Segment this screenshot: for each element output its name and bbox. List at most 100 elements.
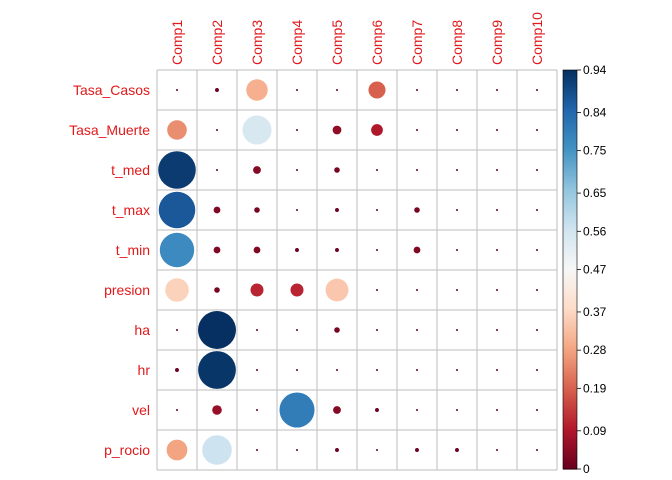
colorbar-segment — [563, 449, 577, 452]
cell-circle-presion-Comp7 — [416, 289, 418, 291]
cell-circle-Tasa_Casos-Comp5 — [336, 89, 338, 91]
cell-circle-ha-Comp10 — [536, 329, 538, 331]
cell-circle-t_med-Comp5 — [334, 167, 340, 173]
colorbar-segment — [563, 311, 577, 314]
colorbar-segment — [563, 70, 577, 73]
colorbar-segment — [563, 429, 577, 432]
cell-circle-p_rocio-Comp1 — [166, 439, 188, 461]
cell-circle-ha-Comp5 — [334, 327, 340, 333]
colorbar-segment — [563, 339, 577, 342]
cell-circle-t_max-Comp2 — [213, 206, 221, 214]
colorbar-segment — [563, 439, 577, 442]
colorbar-segment — [563, 93, 577, 97]
colorbar-segment — [563, 267, 577, 271]
column-label: Comp4 — [289, 20, 305, 65]
cell-circle-t_min-Comp5 — [335, 248, 339, 252]
cell-circle-Tasa_Casos-Comp10 — [536, 89, 538, 91]
colorbar-segment — [563, 191, 577, 195]
colorbar-segment — [563, 251, 577, 255]
colorbar-segment — [563, 355, 577, 358]
colorbar-segment — [563, 363, 577, 366]
colorbar-segment — [563, 305, 577, 309]
colorbar-segment — [563, 151, 577, 155]
cell-circle-t_max-Comp10 — [536, 209, 538, 211]
colorbar-segment — [563, 385, 577, 388]
colorbar: 0.94 0.84 0.75 0.65 0.56 0.47 0.37 0.28 0.19 0.09… — [562, 63, 607, 476]
colorbar-segment — [563, 451, 577, 454]
colorbar-segment — [563, 409, 577, 412]
colorbar-segment — [563, 111, 577, 115]
colorbar-segment — [563, 131, 577, 135]
colorbar-segment — [563, 75, 577, 79]
colorbar-segment — [563, 297, 577, 301]
colorbar-tick-label: 0.75 — [583, 144, 607, 158]
colorbar-segment — [563, 185, 577, 189]
cell-circle-hr-Comp8 — [456, 369, 458, 371]
colorbar-segment — [563, 167, 577, 171]
colorbar-segment — [563, 87, 577, 91]
colorbar-segment — [563, 403, 577, 406]
column-label: Comp9 — [489, 20, 505, 65]
colorbar-segment — [563, 443, 577, 446]
colorbar-segment — [563, 219, 577, 223]
cell-circle-t_max-Comp4 — [296, 209, 298, 211]
colorbar-segment — [563, 431, 577, 434]
cell-circle-t_min-Comp3 — [253, 246, 261, 254]
colorbar-segment — [563, 145, 577, 149]
colorbar-segment — [563, 285, 577, 289]
colorbar-segment — [563, 237, 577, 241]
column-label: Comp1 — [169, 20, 185, 65]
cell-circle-presion-Comp8 — [456, 289, 458, 291]
colorbar-segment — [563, 393, 577, 396]
colorbar-segment — [563, 165, 577, 169]
colorbar-tick-label: 0.84 — [583, 105, 607, 119]
colorbar-segment — [563, 201, 577, 205]
colorbar-segment — [563, 213, 577, 217]
colorbar-segment — [563, 323, 577, 326]
cell-circle-hr-Comp3 — [256, 369, 258, 371]
colorbar-segment — [563, 113, 577, 117]
cell-circle-vel-Comp7 — [416, 409, 418, 411]
colorbar-segment — [563, 163, 577, 167]
cell-circle-hr-Comp9 — [496, 369, 498, 371]
colorbar-segment — [563, 319, 577, 322]
cell-circle-hr-Comp1 — [175, 368, 179, 372]
colorbar-segment — [563, 371, 577, 374]
column-label: Comp2 — [209, 20, 225, 65]
colorbar-segment — [563, 169, 577, 173]
colorbar-segment — [563, 103, 577, 107]
row-label: t_max — [112, 202, 150, 218]
grid — [156, 69, 558, 471]
row-label: p_rocio — [104, 442, 150, 458]
cell-circle-Tasa_Casos-Comp2 — [215, 88, 219, 92]
cell-circle-presion-Comp6 — [376, 289, 378, 291]
colorbar-segment — [563, 95, 577, 99]
colorbar-segment — [563, 97, 577, 101]
cell-circle-t_med-Comp4 — [296, 169, 298, 171]
colorbar-segment — [563, 343, 577, 346]
colorbar-segment — [563, 321, 577, 324]
row-label: t_min — [116, 242, 150, 258]
colorbar-segment — [563, 133, 577, 137]
colorbar-segment — [563, 353, 577, 356]
cell-circle-Tasa_Muerte-Comp7 — [416, 129, 418, 131]
colorbar-segment — [563, 417, 577, 420]
colorbar-segment — [563, 123, 577, 127]
colorbar-segment — [563, 197, 577, 201]
cell-circle-p_rocio-Comp5 — [335, 448, 339, 452]
colorbar-segment — [563, 459, 577, 462]
cell-circle-t_min-Comp10 — [536, 249, 538, 251]
colorbar-segment — [563, 211, 577, 215]
colorbar-segment — [563, 231, 577, 235]
colorbar-segment — [563, 361, 577, 364]
cell-circle-Tasa_Muerte-Comp1 — [167, 120, 187, 140]
colorbar-segment — [563, 457, 577, 460]
cell-circle-vel-Comp2 — [212, 405, 222, 415]
colorbar-segment — [563, 225, 577, 229]
cell-circle-presion-Comp3 — [250, 283, 264, 297]
cell-circle-t_min-Comp4 — [295, 248, 299, 252]
cell-circle-hr-Comp5 — [336, 369, 338, 371]
colorbar-segment — [563, 99, 577, 103]
colorbar-segment — [563, 433, 577, 436]
